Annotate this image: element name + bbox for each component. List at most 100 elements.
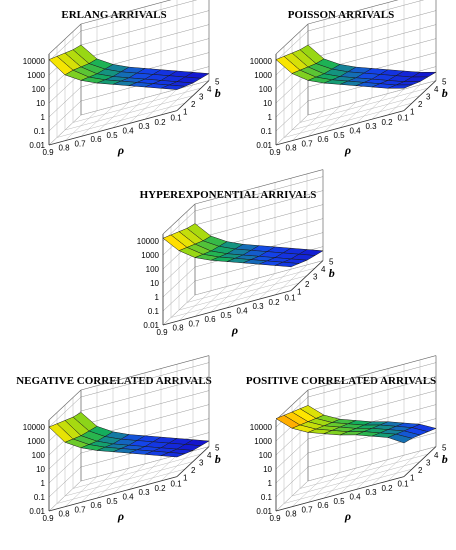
x-tick-label: 0.5	[333, 497, 345, 506]
surface	[48, 44, 210, 90]
z-tick-label: 10000	[250, 57, 273, 66]
y-tick-label: 1	[410, 474, 415, 483]
z-tick-label: 1000	[141, 251, 159, 260]
x-tick-label: 0.4	[236, 307, 248, 316]
x-tick-label: 0.3	[252, 302, 264, 311]
surface-patch	[160, 84, 186, 90]
z-tick-label: 10	[263, 99, 272, 108]
x-tick-label: 0.9	[42, 514, 54, 523]
x-tick-label: 0.6	[317, 135, 329, 144]
y-tick-label: 5	[442, 444, 447, 453]
y-tick-label: 4	[321, 265, 326, 274]
z-tick-label: 0.01	[256, 141, 272, 150]
x-tick-label: 0.8	[285, 510, 297, 519]
x-tick-label: 0.7	[188, 319, 200, 328]
y-tick-label: 4	[434, 451, 439, 460]
y-tick-label: 3	[426, 93, 431, 102]
x-tick-label: 0.1	[397, 480, 409, 489]
x-tick-label: 0.6	[317, 501, 329, 510]
y-axis-label: b	[215, 86, 221, 100]
z-tick-label: 0.1	[148, 307, 160, 316]
z-tick-label: 1	[268, 113, 273, 122]
x-tick-label: 0.2	[381, 484, 393, 493]
z-tick-label: 10	[36, 465, 45, 474]
x-tick-label: 0.5	[220, 311, 232, 320]
x-tick-label: 0.3	[365, 488, 377, 497]
y-axis-label: b	[329, 266, 335, 280]
y-tick-label: 1	[183, 474, 188, 483]
z-tick-label: 0.1	[261, 493, 273, 502]
y-tick-label: 2	[418, 466, 423, 475]
x-tick-label: 0.6	[204, 315, 216, 324]
chart-positive-correlated-arrivals: POSITIVE CORRELATED ARRIVALS 0.01 0.1 1 10 10…	[229, 355, 454, 548]
x-tick-label: 0.9	[42, 148, 54, 157]
z-tick-label: 0.1	[261, 127, 273, 136]
y-tick-label: 5	[442, 78, 447, 87]
x-tick-label: 0.5	[106, 497, 118, 506]
z-tick-label: 100	[146, 265, 160, 274]
z-tick-label: 10000	[23, 423, 46, 432]
x-tick-label: 0.9	[269, 148, 281, 157]
surface	[48, 412, 210, 458]
y-tick-label: 3	[199, 459, 204, 468]
z-tick-label: 10	[263, 465, 272, 474]
x-tick-label: 0.7	[301, 505, 313, 514]
z-tick-label: 1	[155, 293, 160, 302]
surface	[275, 44, 437, 89]
x-tick-label: 0.8	[172, 324, 184, 333]
y-tick-label: 4	[207, 451, 212, 460]
x-tick-label: 0.4	[122, 493, 134, 502]
y-tick-label: 1	[410, 108, 415, 117]
x-tick-label: 0.7	[301, 139, 313, 148]
z-tick-label: 0.1	[34, 127, 46, 136]
x-tick-label: 0.2	[154, 118, 166, 127]
z-tick-label: 10000	[137, 237, 160, 246]
y-tick-label: 2	[418, 100, 423, 109]
y-tick-label: 1	[297, 288, 302, 297]
chart-negative-correlated-arrivals: NEGATIVE CORRELATED ARRIVALS0.010.111010…	[2, 355, 227, 548]
x-tick-label: 0.3	[138, 488, 150, 497]
x-axis-label: ρ	[344, 509, 351, 523]
y-tick-label: 2	[305, 280, 310, 289]
x-tick-label: 0.5	[333, 131, 345, 140]
chart-erlang-arrivals: ERLANG ARRIVALS 0.01 0.1 1 10 100 1000 10000 0.9…	[2, 0, 227, 182]
y-tick-label: 2	[191, 466, 196, 475]
x-tick-label: 0.8	[285, 144, 297, 153]
surface	[275, 405, 437, 444]
x-tick-label: 0.2	[381, 118, 393, 127]
x-tick-label: 0.8	[58, 144, 70, 153]
surface	[162, 223, 324, 268]
z-tick-label: 1	[41, 113, 46, 122]
z-tick-label: 100	[259, 85, 273, 94]
y-axis-label: b	[442, 86, 448, 100]
z-tick-label: 0.01	[29, 507, 45, 516]
z-tick-label: 10000	[250, 423, 273, 432]
z-tick-label: 1000	[27, 71, 45, 80]
x-tick-label: 0.6	[90, 501, 102, 510]
z-tick-label: 0.1	[34, 493, 46, 502]
y-axis-label: b	[215, 452, 221, 466]
z-tick-label: 1000	[254, 437, 272, 446]
y-tick-label: 3	[426, 459, 431, 468]
x-tick-label: 0.9	[269, 514, 281, 523]
y-tick-label: 5	[329, 258, 334, 267]
y-tick-label: 3	[199, 93, 204, 102]
chart-hyperexponential-arrivals: HYPEREXPONENTIAL ARRIVALS 0.01 0.1 1 10 100 10…	[116, 169, 341, 362]
z-tick-label: 1	[41, 479, 46, 488]
x-axis-label: ρ	[117, 509, 124, 523]
z-tick-label: 0.01	[29, 141, 45, 150]
x-tick-label: 0.2	[268, 298, 280, 307]
x-axis-label: ρ	[117, 143, 124, 157]
z-tick-label: 1	[268, 479, 273, 488]
z-tick-label: 100	[32, 85, 46, 94]
y-tick-label: 5	[215, 78, 220, 87]
x-axis-label: ρ	[231, 323, 238, 337]
x-tick-label: 0.4	[349, 493, 361, 502]
y-tick-label: 3	[313, 273, 318, 282]
z-tick-label: 1000	[254, 71, 272, 80]
x-tick-label: 0.2	[154, 484, 166, 493]
z-tick-label: 0.01	[256, 507, 272, 516]
z-tick-label: 1000	[27, 437, 45, 446]
y-axis-label: b	[442, 452, 448, 466]
x-tick-label: 0.4	[122, 127, 134, 136]
